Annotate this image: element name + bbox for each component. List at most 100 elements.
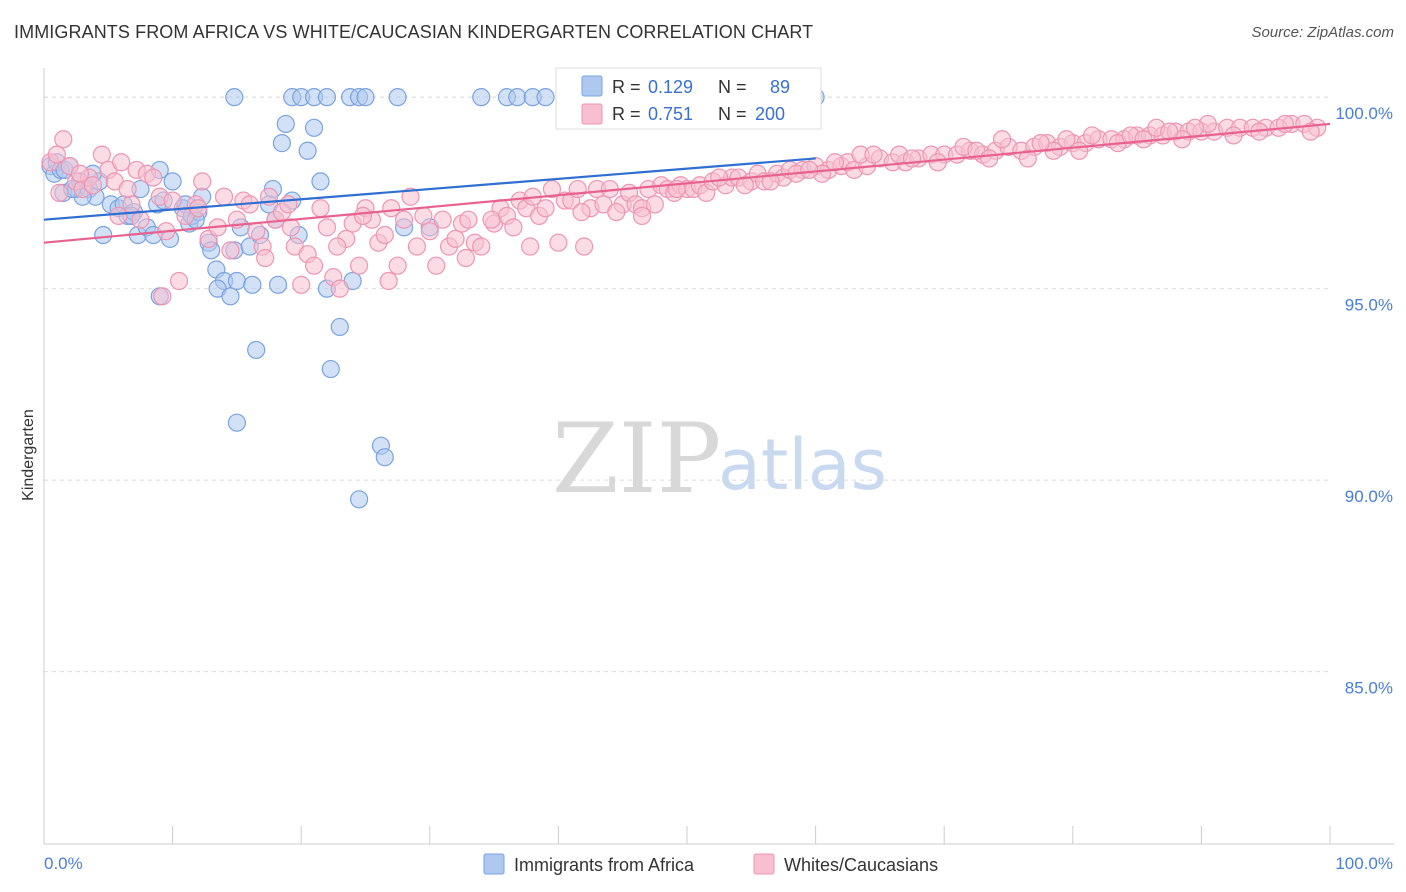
data-point xyxy=(227,413,246,432)
data-point xyxy=(420,222,439,241)
data-point xyxy=(1018,149,1037,168)
data-point xyxy=(304,256,324,275)
data-point xyxy=(118,179,137,199)
data-point xyxy=(504,218,523,237)
data-point xyxy=(472,237,491,256)
data-point xyxy=(414,206,433,225)
y-tick-label: 100.0% xyxy=(1335,104,1393,123)
data-point xyxy=(542,179,562,199)
legend-n-value-2: 200 xyxy=(755,104,785,124)
data-point xyxy=(94,225,113,245)
data-point xyxy=(1185,118,1205,137)
data-point xyxy=(1301,122,1320,141)
data-point xyxy=(375,448,394,467)
data-point xyxy=(761,172,780,191)
data-point xyxy=(272,134,292,153)
data-point xyxy=(163,172,182,191)
data-point xyxy=(992,130,1012,149)
legend-r-label-1: R = xyxy=(612,77,641,97)
legend-n-value-1: 89 xyxy=(770,77,790,97)
data-point xyxy=(292,275,311,294)
data-point xyxy=(70,164,90,183)
trend-lines xyxy=(43,122,1331,244)
data-point xyxy=(353,206,373,225)
data-point xyxy=(356,88,375,107)
data-point xyxy=(388,256,407,275)
data-point xyxy=(572,202,591,222)
series-legend-swatch-blue xyxy=(483,853,505,875)
y-axis-label: Kindergarten xyxy=(20,409,37,501)
data-point xyxy=(536,88,555,107)
data-point xyxy=(710,168,729,187)
chart-source: Source: ZipAtlas.com xyxy=(1251,24,1394,41)
data-point xyxy=(800,160,819,180)
data-point xyxy=(330,279,349,298)
x-tick-label-end: 100.0% xyxy=(1335,854,1393,873)
data-point xyxy=(1160,122,1179,141)
y-tick-labels: 100.0% 95.0% 90.0% 85.0% xyxy=(1335,104,1393,698)
data-point xyxy=(256,248,275,268)
data-point xyxy=(317,88,337,107)
data-point xyxy=(1070,141,1089,160)
legend-r-value-1: 0.129 xyxy=(648,77,693,97)
series-legend-label-2: Whites/Caucasians xyxy=(784,855,938,875)
data-point xyxy=(508,88,527,107)
data-point xyxy=(607,202,626,222)
data-point xyxy=(83,176,102,195)
data-point xyxy=(304,118,324,137)
data-point xyxy=(112,153,131,172)
data-point xyxy=(193,172,212,191)
legend-r-value-2: 0.751 xyxy=(648,104,693,124)
data-point xyxy=(980,149,999,168)
data-point xyxy=(328,237,347,256)
data-point xyxy=(928,153,947,172)
data-point xyxy=(330,317,349,337)
data-point xyxy=(446,229,465,248)
data-point xyxy=(92,145,111,164)
data-point xyxy=(221,241,240,260)
data-point xyxy=(382,199,401,218)
data-point xyxy=(321,359,340,379)
data-point xyxy=(131,210,150,229)
legend-r-label-2: R = xyxy=(612,104,641,124)
watermark: ZIP atlas xyxy=(552,403,887,515)
series-legend: Immigrants from Africa Whites/Caucasians xyxy=(483,853,938,875)
stats-legend: R = 0.129 N = 89 R = 0.751 N = 200 xyxy=(555,67,822,130)
data-point xyxy=(144,168,163,187)
data-point xyxy=(394,210,414,229)
data-point xyxy=(482,210,501,229)
data-point xyxy=(276,114,295,134)
data-point xyxy=(632,206,652,225)
data-point xyxy=(645,195,664,214)
data-point xyxy=(1224,126,1243,145)
data-point xyxy=(311,199,330,218)
data-point xyxy=(575,237,594,256)
data-point xyxy=(225,88,244,107)
data-point xyxy=(433,210,452,229)
chart-title: IMMIGRANTS FROM AFRICA VS WHITE/CAUCASIA… xyxy=(14,22,814,42)
legend-n-label-1: N = xyxy=(718,77,747,97)
data-point xyxy=(407,237,427,256)
x-tick-label-start: 0.0% xyxy=(44,854,83,873)
data-point xyxy=(1275,114,1295,134)
data-point xyxy=(247,340,266,360)
data-point xyxy=(536,199,555,218)
trend-line-pink xyxy=(43,122,1331,244)
x-tick-labels: 0.0% 100.0% xyxy=(44,854,1393,873)
data-point xyxy=(243,275,262,294)
y-tick-label: 95.0% xyxy=(1345,296,1393,315)
data-point xyxy=(1082,126,1102,145)
data-point xyxy=(298,141,317,160)
data-point xyxy=(214,187,234,206)
data-point xyxy=(109,206,128,225)
data-point xyxy=(153,287,172,306)
series-legend-swatch-pink xyxy=(753,853,775,875)
data-point xyxy=(427,256,446,275)
y-tick-label: 85.0% xyxy=(1345,679,1393,698)
data-point xyxy=(349,256,369,275)
data-point xyxy=(311,172,330,191)
data-point xyxy=(221,287,240,306)
data-point xyxy=(521,237,540,256)
data-point xyxy=(349,490,369,509)
